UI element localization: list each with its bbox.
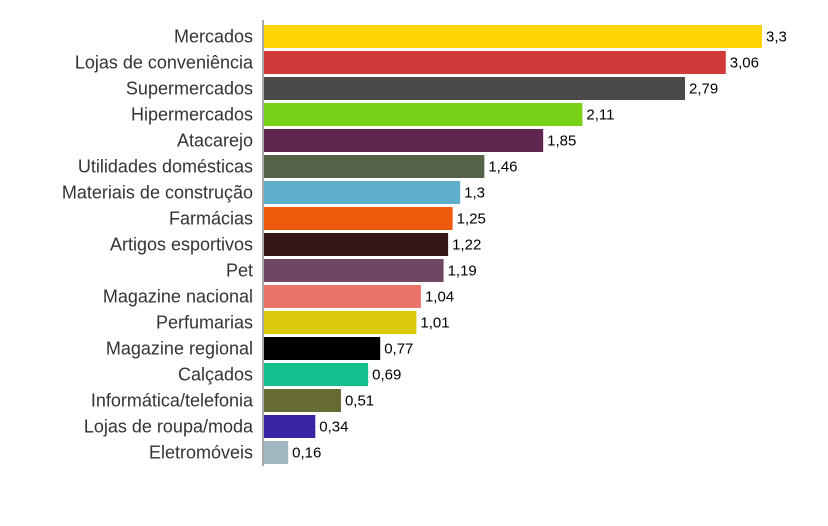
bar: [264, 129, 544, 152]
category-label: Utilidades domésticas: [78, 157, 253, 177]
value-label: 1,46: [488, 159, 517, 176]
value-label: 1,04: [425, 289, 454, 306]
bar: [264, 25, 762, 48]
value-label: 0,69: [372, 367, 401, 384]
value-label: 2,79: [689, 81, 718, 98]
bar: [264, 233, 449, 256]
value-label: 0,16: [292, 445, 321, 462]
bars-group: Mercados 3,3 Lojas de conveniência 3,06 Supe…: [62, 25, 787, 464]
bar: [264, 207, 453, 230]
value-label: 1,85: [547, 133, 576, 150]
bar: [264, 77, 686, 100]
category-label: Atacarejo: [177, 131, 253, 151]
category-label: Eletromóveis: [149, 443, 253, 463]
value-label: 3,3: [766, 29, 787, 46]
bar: [264, 311, 417, 334]
bar: [264, 337, 381, 360]
category-label: Magazine nacional: [103, 287, 253, 307]
value-label: 1,19: [448, 263, 477, 280]
category-label: Magazine regional: [106, 339, 253, 359]
value-label: 2,11: [586, 107, 614, 124]
category-label: Lojas de roupa/moda: [84, 417, 254, 437]
bar: [264, 103, 583, 126]
bar: [264, 155, 485, 178]
category-label: Hipermercados: [131, 105, 253, 125]
bar: [264, 285, 421, 308]
category-label: Calçados: [178, 365, 253, 385]
category-label: Farmácias: [169, 209, 253, 229]
value-label: 0,51: [345, 393, 374, 410]
bar: [264, 363, 369, 386]
bar: [264, 259, 444, 282]
category-label: Perfumarias: [156, 313, 253, 333]
bar: [264, 441, 289, 464]
value-label: 1,25: [457, 211, 486, 228]
value-label: 0,34: [319, 419, 348, 436]
value-label: 1,3: [464, 185, 485, 202]
value-label: 0,77: [384, 341, 413, 358]
category-label: Lojas de conveniência: [75, 53, 254, 73]
category-label: Pet: [226, 261, 253, 281]
bar: [264, 415, 316, 438]
bar: [264, 389, 341, 412]
category-label: Materiais de construção: [62, 183, 253, 203]
category-label: Supermercados: [126, 79, 253, 99]
category-label: Artigos esportivos: [110, 235, 253, 255]
bar: [264, 181, 461, 204]
category-label: Mercados: [174, 27, 253, 47]
category-label: Informática/telefonia: [91, 391, 254, 411]
value-label: 3,06: [730, 55, 759, 72]
bar: [264, 51, 726, 74]
value-label: 1,01: [420, 315, 449, 332]
value-label: 1,22: [452, 237, 481, 254]
